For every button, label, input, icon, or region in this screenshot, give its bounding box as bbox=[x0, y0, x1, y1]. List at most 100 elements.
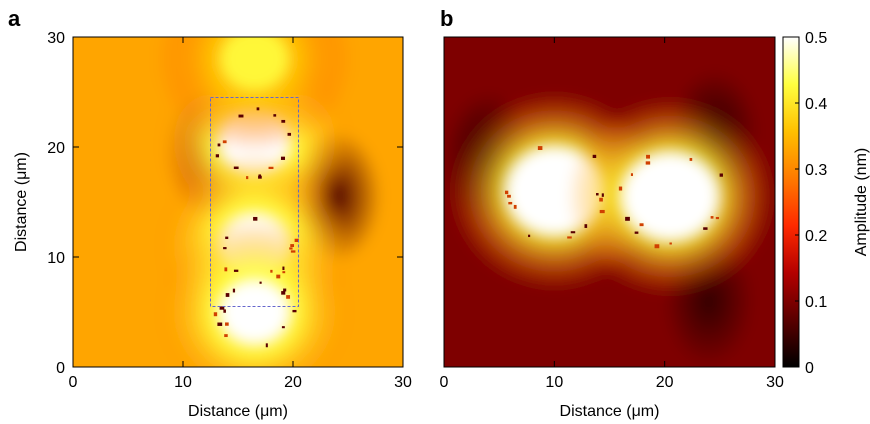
heatmap-speckle bbox=[276, 274, 281, 279]
heatmap-speckle bbox=[215, 154, 220, 158]
heatmap-speckle bbox=[646, 154, 651, 159]
heatmap-speckle bbox=[654, 244, 660, 249]
heatmap-speckle bbox=[634, 231, 639, 234]
y-tick-label: 10 bbox=[47, 250, 65, 267]
x-tick-label: 0 bbox=[440, 374, 449, 391]
heatmap-speckle bbox=[238, 114, 244, 118]
heatmap-speckle bbox=[283, 288, 287, 292]
heatmap-speckle bbox=[253, 216, 258, 221]
selection-rectangle bbox=[210, 97, 299, 307]
y-axis-title: Distance (μm) bbox=[13, 152, 30, 252]
heatmap-speckle bbox=[246, 176, 249, 180]
x-tick-label: 20 bbox=[284, 374, 302, 391]
heatmap-speckle bbox=[294, 238, 299, 243]
heatmap-speckle bbox=[596, 193, 599, 196]
heatmap-b-speckles bbox=[504, 146, 723, 249]
plot-frame-b bbox=[443, 36, 776, 368]
heatmap-speckle bbox=[286, 295, 291, 299]
colorbar-tick-label: 0.3 bbox=[805, 162, 827, 179]
heatmap-speckle bbox=[669, 242, 672, 245]
heatmap-speckle bbox=[223, 247, 227, 250]
y-tick-label: 30 bbox=[47, 30, 65, 47]
heatmap-speckle bbox=[287, 132, 292, 136]
heatmap-b bbox=[444, 37, 775, 367]
heatmap-bright-spot bbox=[221, 37, 288, 89]
panel-a: a 0 10 20 30 Distance (μm) 0 10 20 30 Distance (μ… bbox=[8, 6, 412, 420]
heatmap-speckle bbox=[223, 309, 226, 313]
heatmap-speckle bbox=[715, 216, 720, 220]
x-tick-label: 30 bbox=[394, 374, 412, 391]
plot-frame-a bbox=[72, 36, 404, 368]
heatmap-speckle bbox=[592, 154, 597, 158]
heatmap-speckle bbox=[233, 166, 239, 170]
colorbar-tick-label: 0.4 bbox=[805, 96, 827, 113]
heatmap-speckle bbox=[528, 234, 531, 238]
heatmap-a-speckles bbox=[213, 107, 299, 348]
axes-a: 0 10 20 30 Distance (μm) 0 10 20 30 Distance (μm) bbox=[13, 30, 412, 420]
heatmap-speckle bbox=[719, 173, 723, 177]
heatmap-speckle bbox=[273, 114, 277, 117]
heatmap-speckle bbox=[256, 107, 260, 111]
heatmap-speckle bbox=[222, 140, 227, 144]
heatmap-a bbox=[73, 37, 403, 367]
heatmap-speckle bbox=[281, 119, 286, 123]
heatmap-speckle bbox=[513, 204, 517, 209]
heatmap-speckle bbox=[213, 312, 218, 317]
heatmap-speckle bbox=[599, 197, 603, 202]
x-tick-label: 30 bbox=[766, 374, 784, 391]
heatmap-speckle bbox=[567, 236, 572, 239]
heatmap-speckle bbox=[281, 291, 286, 295]
heatmap-speckle bbox=[217, 143, 221, 147]
heatmap-speckle bbox=[259, 281, 262, 284]
heatmap-speckle bbox=[268, 166, 274, 170]
heatmap-speckle bbox=[233, 269, 239, 272]
heatmap-speckle bbox=[625, 216, 630, 221]
heatmap-speckle bbox=[570, 231, 576, 234]
heatmap-speckle bbox=[703, 227, 708, 230]
colorbar-label: Amplitude (nm) bbox=[853, 148, 870, 256]
heatmap-speckle bbox=[217, 322, 223, 326]
colorbar-tick-label: 0 bbox=[805, 360, 814, 377]
heatmap-speckle bbox=[584, 224, 588, 228]
heatmap-speckle bbox=[224, 334, 228, 338]
colorbar: 0 0.1 0.2 0.3 0.4 0.5 Amplitude (nm) bbox=[782, 30, 870, 377]
heatmap-speckle bbox=[292, 309, 297, 313]
x-tick-label: 20 bbox=[656, 374, 674, 391]
heatmap-speckle bbox=[270, 269, 273, 273]
heatmap-speckle bbox=[282, 266, 285, 271]
heatmap-speckle bbox=[219, 306, 225, 310]
heatmap-speckle bbox=[225, 236, 229, 240]
heatmap-speckle bbox=[507, 194, 511, 198]
heatmap-speckle bbox=[537, 146, 543, 150]
heatmap-speckle bbox=[689, 157, 693, 161]
x-axis-title: Distance (μm) bbox=[560, 403, 660, 420]
panel-b: b 0 10 20 30 Distance (μm) bbox=[440, 6, 784, 420]
x-tick-label: 10 bbox=[174, 374, 192, 391]
heatmap-speckle bbox=[225, 293, 230, 297]
heatmap-speckle bbox=[258, 174, 261, 178]
heatmap-speckle bbox=[599, 209, 605, 214]
x-axis-title: Distance (μm) bbox=[188, 403, 288, 420]
axes-b: 0 10 20 30 Distance (μm) bbox=[440, 37, 784, 420]
x-tick-label: 10 bbox=[545, 374, 563, 391]
colorbar-gradient bbox=[782, 36, 800, 368]
heatmap-bright-spot bbox=[221, 282, 288, 342]
panel-a-letter: a bbox=[8, 6, 21, 31]
heatmap-speckle bbox=[232, 288, 236, 293]
heatmap-speckle bbox=[289, 247, 293, 250]
y-tick-label: 20 bbox=[47, 140, 65, 157]
y-tick-label: 0 bbox=[56, 360, 65, 377]
heatmap-speckle bbox=[504, 190, 509, 195]
heatmap-speckle bbox=[225, 322, 229, 326]
heatmap-speckle bbox=[280, 156, 286, 160]
colorbar-tick-label: 0.5 bbox=[805, 30, 827, 47]
heatmap-speckle bbox=[618, 186, 623, 191]
heatmap-speckle bbox=[630, 173, 633, 176]
heatmap-speckle bbox=[710, 216, 714, 219]
heatmap-bright-spot bbox=[623, 154, 717, 239]
heatmap-speckle bbox=[290, 250, 296, 253]
heatmap-speckle bbox=[281, 326, 285, 329]
panel-b-letter: b bbox=[440, 6, 453, 31]
heatmap-speckle bbox=[224, 267, 228, 272]
heatmap-speckle bbox=[639, 223, 644, 227]
